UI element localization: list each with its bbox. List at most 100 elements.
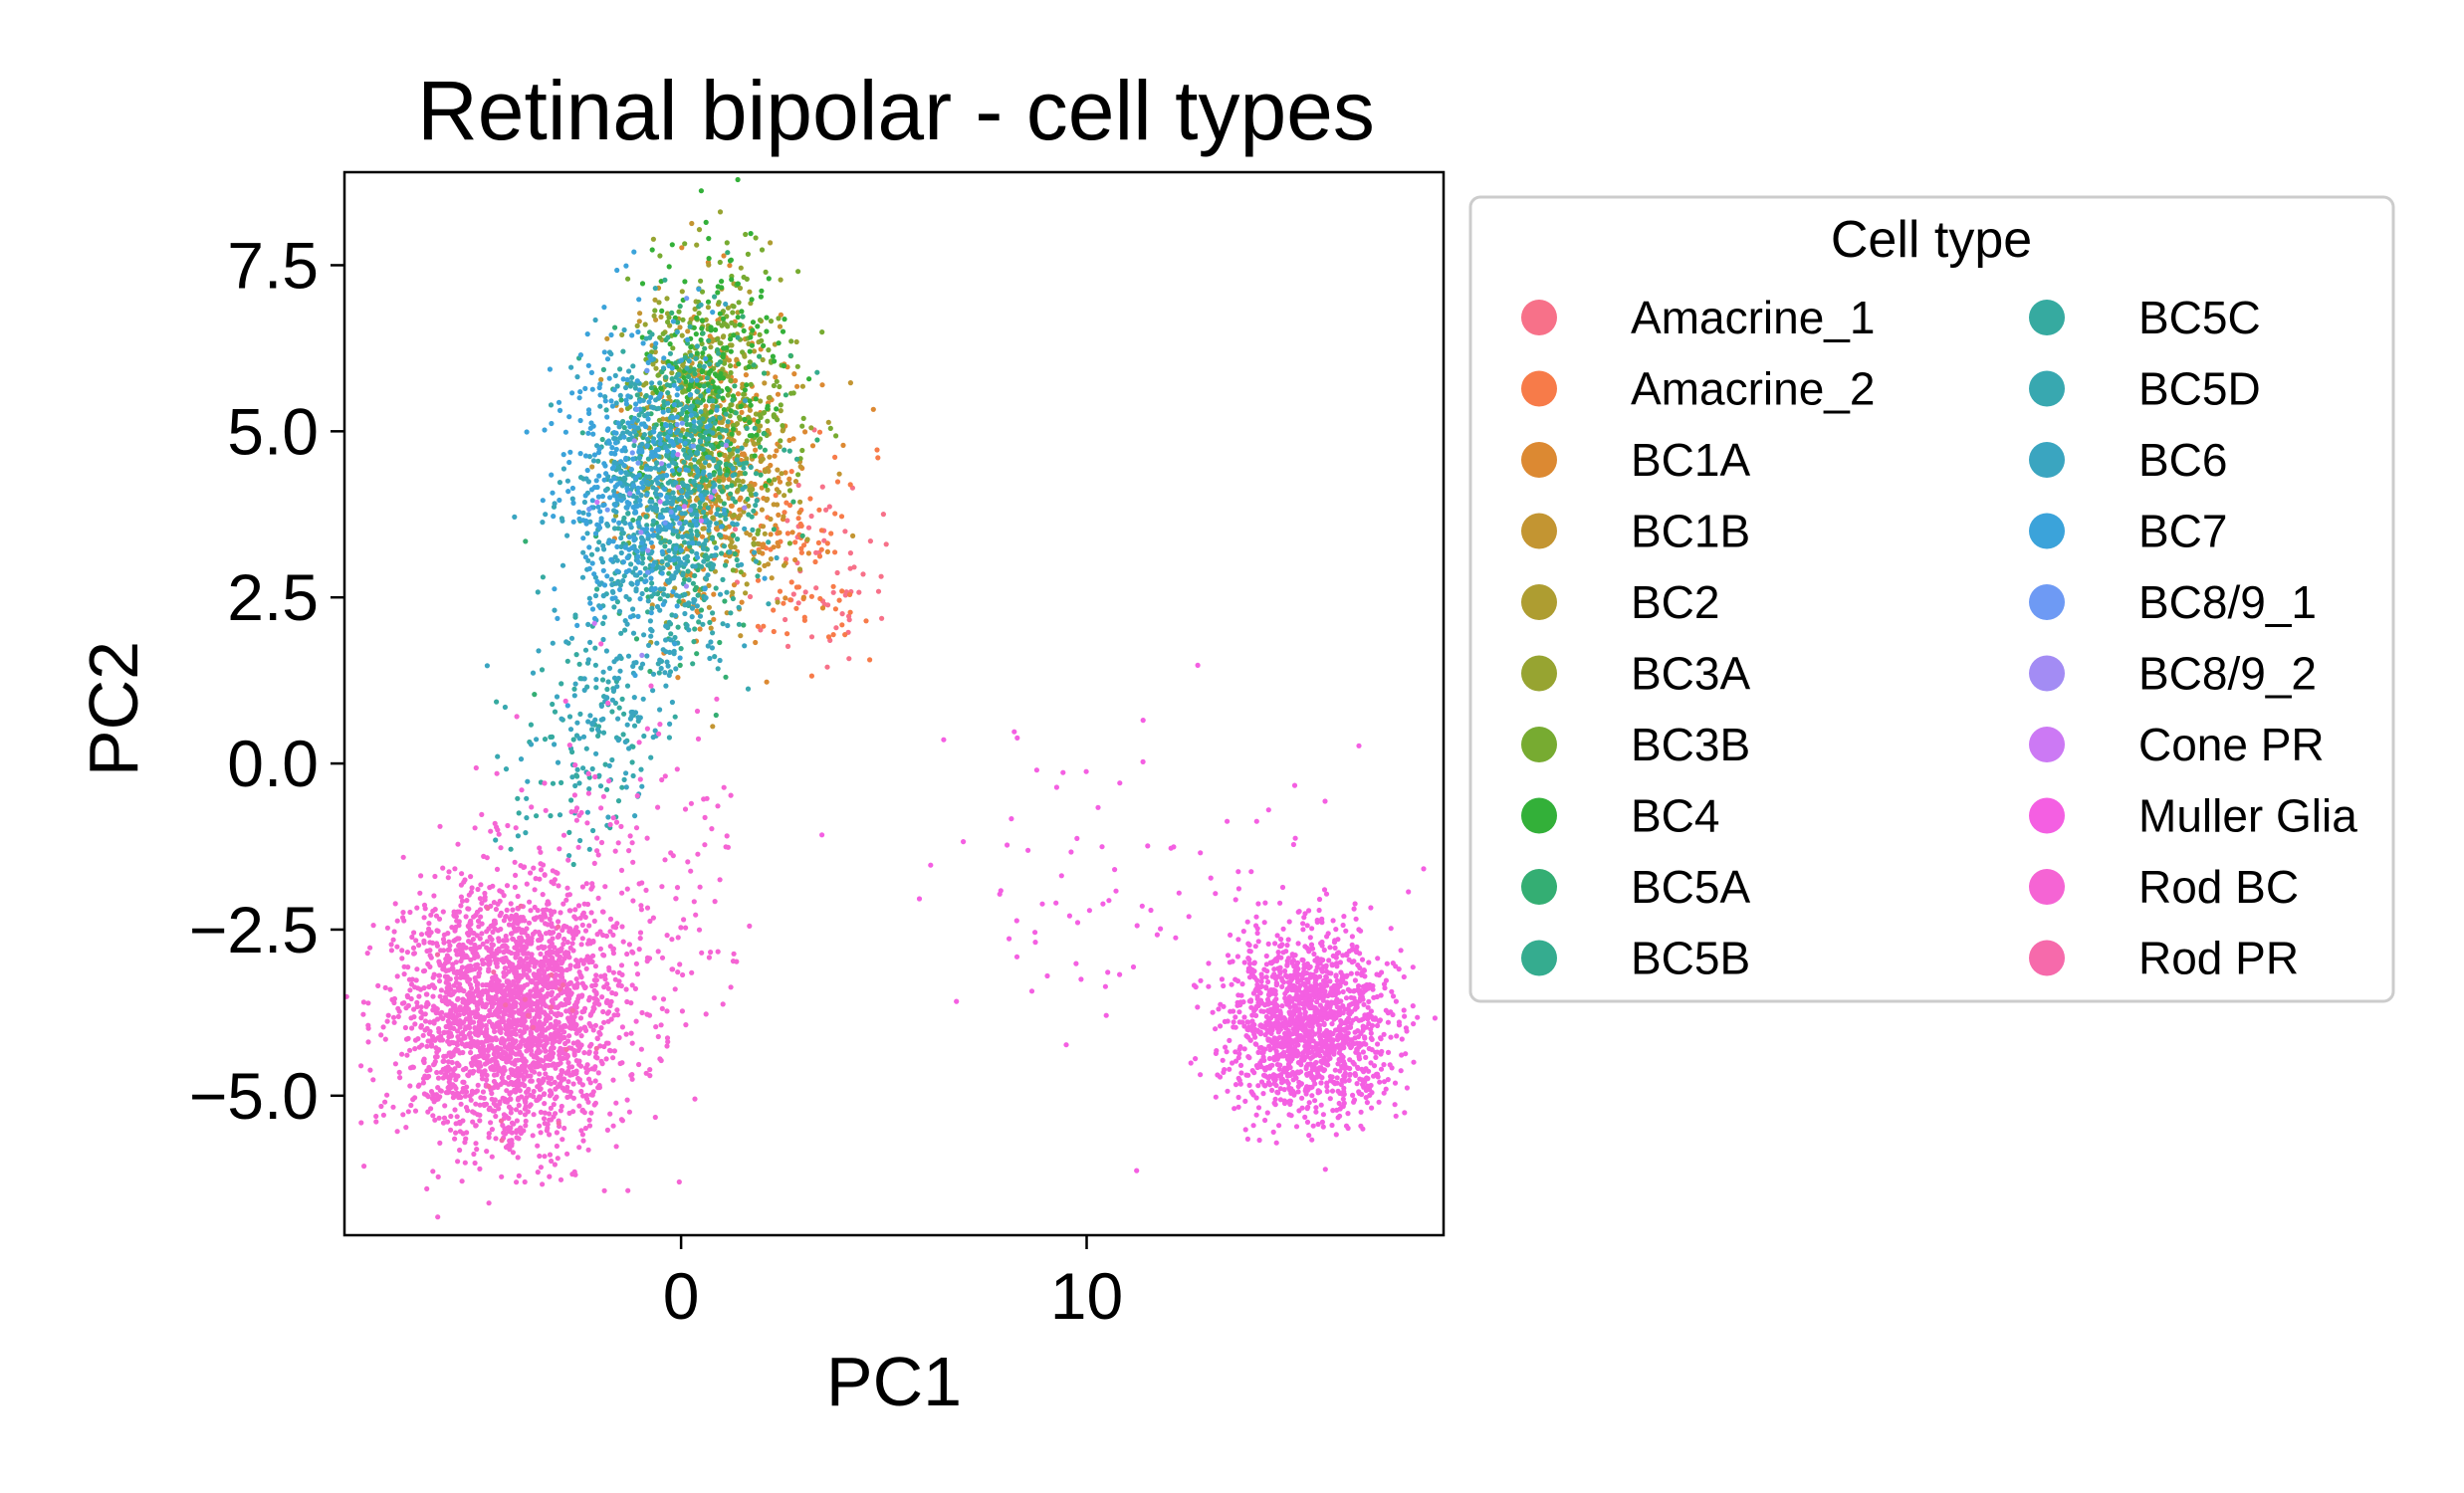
data-point [647, 618, 654, 624]
data-point [1388, 1034, 1394, 1040]
data-point [795, 516, 801, 522]
data-point [614, 684, 620, 690]
data-point [750, 527, 756, 533]
data-point [442, 1103, 448, 1109]
data-point [1376, 1099, 1382, 1105]
data-point [1304, 1106, 1310, 1112]
data-point [1319, 1119, 1325, 1125]
data-point [646, 555, 653, 561]
data-point [684, 296, 690, 302]
data-point [1363, 1054, 1369, 1060]
data-point [1345, 986, 1351, 992]
data-point [786, 540, 793, 546]
data-point [734, 522, 740, 528]
data-point [710, 724, 716, 730]
data-point [540, 574, 547, 580]
data-point [1262, 1117, 1268, 1124]
data-point [611, 493, 617, 499]
data-point [1102, 983, 1108, 989]
data-point [814, 437, 820, 443]
data-point [1295, 965, 1301, 972]
data-point [1314, 1010, 1320, 1016]
data-point [595, 458, 601, 464]
data-point [722, 360, 728, 366]
data-point [769, 575, 775, 581]
data-point [728, 336, 734, 342]
data-point [628, 709, 634, 716]
data-point [653, 340, 659, 346]
data-point [847, 550, 854, 556]
data-point [621, 475, 627, 481]
data-point [701, 465, 707, 471]
data-point [867, 538, 874, 544]
data-point [1289, 998, 1295, 1004]
data-point [641, 632, 647, 638]
data-point [657, 586, 664, 592]
data-point [523, 830, 529, 836]
data-point [730, 496, 736, 502]
data-point [1411, 1059, 1417, 1065]
data-point [625, 502, 631, 508]
data-point [706, 262, 712, 268]
data-point [657, 436, 664, 442]
data-point [1330, 918, 1336, 924]
data-point [680, 572, 686, 578]
data-point [1333, 972, 1339, 978]
data-point [1323, 1044, 1329, 1050]
data-point [685, 328, 691, 334]
data-point [741, 461, 747, 467]
data-point [1234, 999, 1240, 1005]
data-point [832, 549, 838, 555]
data-point [1319, 920, 1325, 926]
data-point [1288, 1014, 1294, 1020]
data-point [577, 352, 584, 358]
data-point [662, 520, 668, 526]
data-point [650, 361, 656, 367]
data-point [728, 377, 734, 384]
data-point [1279, 983, 1285, 990]
data-point [1250, 1092, 1256, 1098]
data-point [695, 445, 701, 451]
data-point [722, 598, 728, 604]
data-point [664, 494, 670, 501]
data-point [645, 411, 651, 417]
data-point [554, 1143, 560, 1150]
data-point [1326, 970, 1332, 976]
data-point [584, 467, 590, 474]
data-point [693, 584, 700, 590]
data-point [1235, 1104, 1241, 1110]
data-point [765, 418, 771, 424]
data-point [1257, 990, 1263, 996]
data-point [1265, 978, 1271, 985]
data-point [635, 715, 641, 721]
data-point [643, 392, 649, 399]
data-point [634, 392, 640, 398]
data-point [631, 723, 638, 729]
data-point [611, 659, 617, 665]
data-point [739, 445, 745, 451]
data-point [675, 624, 681, 630]
data-point [716, 460, 722, 466]
data-point [605, 438, 612, 444]
data-point [753, 503, 759, 509]
data-point [631, 249, 637, 255]
data-point [1378, 992, 1384, 998]
data-point [584, 809, 591, 815]
data-point [711, 591, 717, 597]
data-point [800, 415, 806, 421]
data-point [753, 471, 760, 477]
data-point [488, 1120, 494, 1126]
data-point [1100, 901, 1106, 907]
data-point [1276, 1066, 1282, 1072]
data-point [596, 539, 602, 545]
data-point [737, 321, 743, 327]
data-point [740, 349, 746, 355]
data-point [677, 304, 683, 310]
data-point [1358, 1109, 1364, 1115]
data-point [1295, 1089, 1301, 1095]
data-point [847, 482, 853, 488]
data-point [799, 423, 805, 429]
data-point [1271, 1081, 1277, 1087]
data-point [1345, 1111, 1351, 1117]
data-point [1322, 798, 1328, 804]
